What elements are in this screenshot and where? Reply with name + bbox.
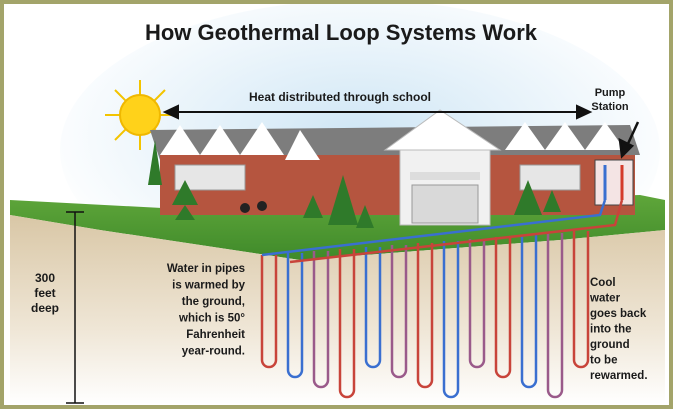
heat-label: Heat distributed through school xyxy=(249,90,431,104)
warm-line: the ground, xyxy=(182,296,245,308)
warm-line: Fahrenheit xyxy=(186,329,245,341)
cool-line: water xyxy=(589,293,621,305)
depth-line: deep xyxy=(31,301,59,315)
cool-line: into the xyxy=(590,324,632,336)
warm-line: is warmed by xyxy=(172,280,245,292)
pump-line: Pump xyxy=(595,87,626,99)
cool-line: ground xyxy=(590,339,630,351)
depth-line: feet xyxy=(34,286,55,300)
warm-line: year-round. xyxy=(182,346,245,358)
title: How Geothermal Loop Systems Work xyxy=(145,20,538,45)
cool-line: Cool xyxy=(590,277,616,289)
cool-line: rewarmed. xyxy=(590,370,648,382)
depth-line: 300 xyxy=(35,271,55,285)
pump-line: Station xyxy=(591,101,629,113)
cool-line: goes back xyxy=(590,308,647,320)
geothermal-diagram: How Geothermal Loop Systems Work Heat di… xyxy=(0,0,673,409)
cool-line: to be xyxy=(590,355,617,367)
warm-line: which is 50° xyxy=(178,313,245,325)
warm-line: Water in pipes xyxy=(167,263,245,275)
